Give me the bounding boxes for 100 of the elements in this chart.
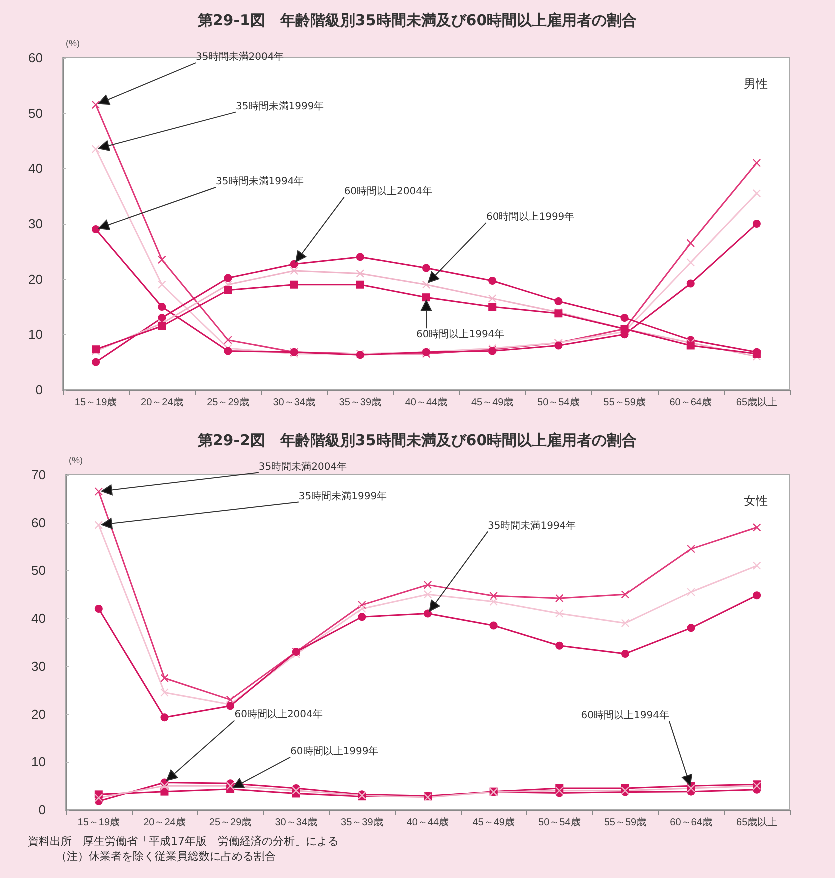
point (356, 253, 364, 262)
point (686, 280, 695, 288)
x-tick-label: 65歳以上 (736, 816, 778, 828)
x-tick-label: 45～49歳 (472, 816, 515, 828)
point (92, 145, 100, 154)
y-tick-label: 40 (32, 611, 46, 626)
text: 資料出所 厚生労働省「平成17年版 労働経済の分析」による (28, 835, 339, 848)
text: 60時間以上2004年 (234, 708, 323, 721)
point (554, 342, 563, 350)
point (356, 280, 364, 289)
point (752, 190, 761, 198)
x-tick-label: 15～19歳 (74, 396, 118, 408)
y-tick-label: 60 (28, 50, 43, 66)
x-tick-label: 35～39歳 (339, 396, 382, 408)
x-tick-label: 55～59歳 (604, 396, 646, 408)
point (158, 280, 166, 289)
point (753, 524, 762, 532)
text: 35時間未満1994年 (216, 176, 304, 188)
point (488, 294, 497, 303)
point (424, 590, 432, 599)
point (556, 594, 564, 602)
y-tick-label: 20 (32, 706, 46, 722)
annotation: 男性 (744, 77, 768, 91)
text: 35時間未満1999年 (298, 490, 388, 502)
point (621, 619, 630, 628)
point (556, 786, 564, 795)
point (753, 562, 762, 570)
point (290, 260, 298, 268)
point (92, 226, 100, 234)
point (554, 297, 563, 306)
text: 35時間未満1994年 (488, 520, 576, 532)
y-tick-label: 10 (28, 327, 43, 342)
point (160, 688, 169, 697)
y-axis-title: (%) (69, 456, 83, 466)
point (158, 256, 166, 264)
point (160, 714, 169, 722)
x-tick-label: 20～24歳 (141, 396, 184, 408)
point (158, 322, 166, 330)
text: 60時間以上1999年 (290, 745, 379, 758)
point (620, 314, 629, 322)
point (556, 642, 564, 650)
point (424, 581, 432, 590)
x-tick-label: 30～34歳 (275, 816, 318, 828)
annotation: 女性 (744, 494, 768, 508)
point (224, 286, 232, 294)
point (94, 794, 103, 802)
x-tick-label: 50～54歳 (538, 396, 580, 408)
point (94, 488, 103, 496)
point (290, 280, 298, 289)
point (752, 159, 761, 168)
point (160, 782, 169, 790)
point (687, 545, 696, 554)
point (358, 613, 366, 622)
point (292, 786, 300, 795)
point (92, 358, 100, 366)
y-tick-label: 20 (28, 272, 43, 287)
x-tick-label: 30～34歳 (273, 396, 316, 408)
x-tick-label: 20～24歳 (144, 816, 186, 828)
point (160, 788, 169, 796)
point (490, 598, 498, 606)
x-tick-label: 55～59歳 (604, 816, 647, 828)
point (621, 650, 630, 658)
point (752, 220, 761, 228)
y-tick-label: 60 (32, 515, 46, 530)
point (290, 267, 298, 276)
point (158, 314, 166, 322)
y-tick-label: 0 (38, 802, 46, 818)
point (224, 347, 232, 356)
point (686, 258, 695, 267)
x-tick-label: 60～64歳 (670, 816, 712, 828)
y-tick-label: 0 (36, 382, 43, 398)
text: 60時間以上2004年 (344, 185, 433, 198)
point (424, 610, 432, 618)
point (92, 101, 100, 110)
point (687, 624, 696, 632)
y-tick-label: 70 (32, 468, 46, 482)
y-tick-label: 50 (28, 106, 43, 121)
text: 60時間以上1994年 (416, 328, 505, 341)
text: 35時間未満2004年 (196, 51, 284, 64)
x-tick-label: 50～54歳 (538, 816, 581, 828)
point (621, 590, 630, 599)
x-tick-label: 35～39歳 (341, 816, 384, 828)
y-tick-label: 40 (28, 161, 43, 176)
point (226, 782, 235, 790)
x-tick-label: 60～64歳 (670, 396, 712, 408)
text: （注）休業者を除く従業員総数に占める割合 (56, 850, 276, 863)
point (556, 610, 564, 618)
point (490, 622, 498, 630)
point (686, 342, 695, 350)
point (488, 303, 497, 311)
x-tick-label: 25～29歳 (209, 816, 252, 828)
text: 35時間未満2004年 (258, 460, 348, 473)
point (94, 521, 103, 530)
point (224, 336, 232, 344)
x-tick-label: 15～19歳 (78, 816, 120, 828)
point (158, 303, 166, 311)
y-axis-title: (%) (66, 38, 80, 48)
x-tick-label: 65歳以上 (736, 396, 778, 408)
x-tick-label: 45～49歳 (471, 396, 514, 408)
x-tick-label: 40～44歳 (406, 816, 450, 828)
